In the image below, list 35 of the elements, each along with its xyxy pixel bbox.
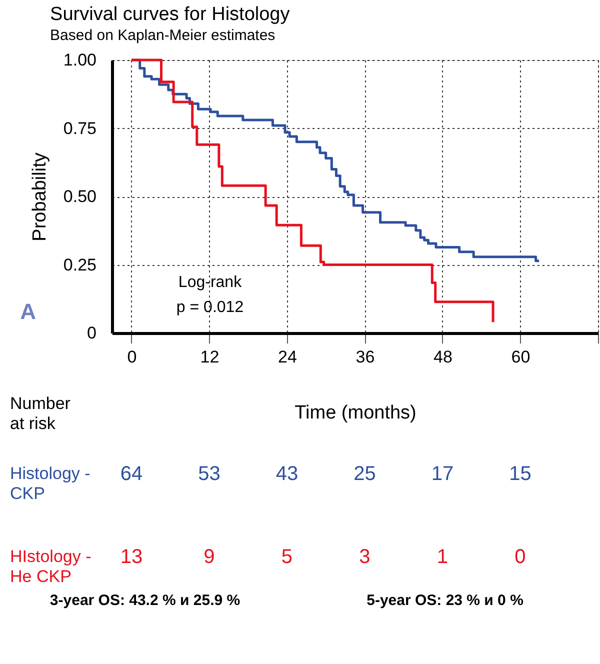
text: 13: [120, 546, 143, 568]
text: 15: [509, 463, 532, 485]
text: 5: [281, 546, 293, 568]
y-tick-label: 0.25: [63, 255, 96, 274]
text: 0: [514, 546, 526, 568]
x-tick-label: 36: [356, 348, 375, 366]
x-tick-label: 12: [200, 348, 220, 366]
text: 43: [276, 463, 298, 485]
text: 1: [436, 546, 448, 568]
annotation: Log-rank: [178, 274, 243, 291]
text: A: [20, 299, 36, 324]
text: 17: [431, 463, 454, 485]
text: 5-year OS: 23 % и 0 %: [366, 592, 524, 609]
annotation: p = 0.012: [176, 299, 244, 316]
text: 3: [359, 546, 370, 568]
text: 9: [204, 546, 215, 568]
x-tick-label: 60: [511, 348, 530, 366]
x-axis-title: Time (months): [294, 402, 416, 424]
chart-title: Survival curves for Histology: [50, 4, 290, 25]
text: 53: [198, 463, 220, 485]
y-tick-label: 1.00: [63, 50, 96, 70]
text: 64: [120, 463, 143, 485]
text: 3-year OS: 43.2 % и 25.9 %: [50, 592, 240, 609]
text: HIstology - He CKP: [10, 547, 92, 586]
text: 25: [354, 463, 376, 485]
x-tick-label: 24: [278, 348, 297, 366]
y-tick-label: 0: [87, 324, 96, 342]
chart-subtitle: Based on Kaplan-Meier estimates: [50, 27, 276, 44]
text: Histology - CKP: [10, 464, 90, 503]
y-axis-title: Probability: [29, 152, 50, 242]
x-tick-label: 0: [127, 348, 137, 366]
text: Number at risk: [10, 394, 71, 433]
x-tick-label: 48: [434, 348, 452, 366]
y-tick-label: 0.75: [63, 118, 96, 138]
y-tick-label: 0.50: [63, 187, 96, 206]
